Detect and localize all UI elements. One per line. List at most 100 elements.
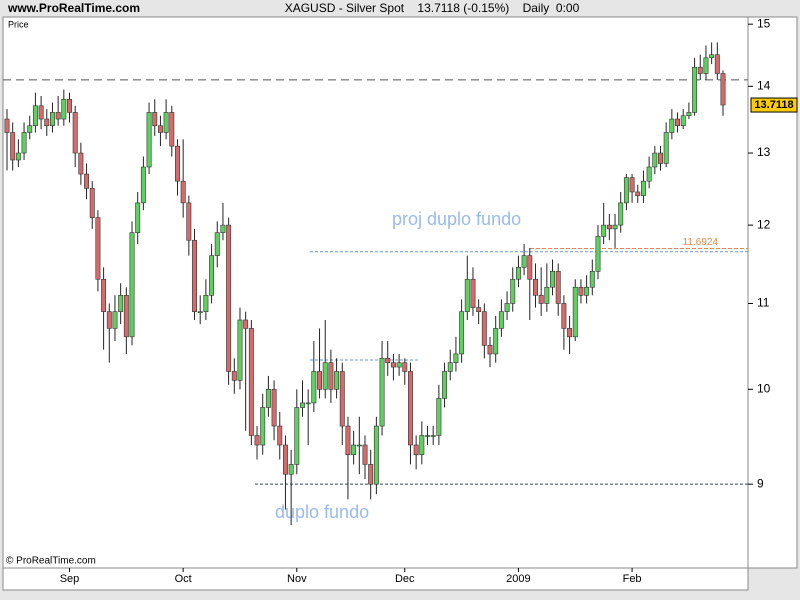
candle-body bbox=[640, 180, 646, 196]
candle-body bbox=[55, 112, 61, 120]
candle-body bbox=[78, 152, 84, 175]
candle-body bbox=[595, 236, 601, 272]
candle-body bbox=[658, 152, 663, 164]
candle-body bbox=[288, 464, 294, 475]
candle-body bbox=[345, 425, 351, 455]
candle-body bbox=[186, 202, 192, 241]
candle-body bbox=[112, 311, 118, 329]
candle-body bbox=[21, 132, 27, 154]
candle-body bbox=[606, 224, 612, 230]
candle-body bbox=[720, 73, 726, 106]
candle-body bbox=[589, 271, 595, 288]
candle-body bbox=[203, 295, 209, 312]
candle-body bbox=[425, 435, 430, 437]
annotation: duplo fundo bbox=[275, 502, 369, 522]
candle-body bbox=[368, 464, 374, 485]
candle-body bbox=[277, 425, 283, 446]
y-tick-label: 14 bbox=[757, 78, 771, 92]
candle-body bbox=[515, 267, 521, 280]
chart-title: XAGUSD - Silver Spot 13.7118 (-0.15%) Da… bbox=[285, 1, 580, 15]
candle-body bbox=[623, 177, 629, 204]
candle-body bbox=[27, 125, 33, 133]
y-axis-label: Price bbox=[8, 19, 29, 29]
candle-body bbox=[214, 232, 220, 256]
candle-body bbox=[464, 278, 470, 312]
candle-body bbox=[10, 132, 16, 161]
candle-body bbox=[118, 295, 124, 312]
candle-body bbox=[248, 328, 254, 436]
candle-body bbox=[220, 224, 226, 233]
x-tick-label: Dec bbox=[395, 573, 415, 585]
candle-body bbox=[453, 353, 459, 363]
candle-body bbox=[612, 224, 618, 230]
x-tick-label: Nov bbox=[287, 573, 307, 585]
candle-body bbox=[271, 388, 277, 427]
candle-body bbox=[265, 388, 271, 408]
candle-body bbox=[396, 362, 402, 368]
candle-body bbox=[169, 112, 175, 147]
candle-body bbox=[413, 444, 419, 455]
candle-body bbox=[521, 255, 527, 268]
candle-body bbox=[652, 152, 658, 168]
candle-body bbox=[351, 444, 357, 455]
candle-body bbox=[618, 202, 624, 226]
candle-body bbox=[282, 444, 288, 475]
candle-body bbox=[442, 371, 448, 399]
reference-label: 11.6924 bbox=[683, 237, 719, 248]
candle-body bbox=[209, 255, 215, 296]
candle-body bbox=[669, 118, 675, 133]
candle-body bbox=[129, 232, 135, 338]
candle-body bbox=[561, 303, 567, 329]
candle-body bbox=[254, 435, 260, 446]
candle-body bbox=[390, 362, 396, 368]
candle-body bbox=[601, 224, 607, 237]
x-tick-label: 2009 bbox=[506, 573, 530, 585]
x-axis-area bbox=[2, 567, 749, 591]
candle-body bbox=[419, 435, 425, 455]
candle-body bbox=[379, 358, 385, 427]
candle-body bbox=[538, 295, 544, 304]
candle-body bbox=[300, 402, 305, 408]
x-tick-label: Sep bbox=[60, 573, 80, 585]
candle-body bbox=[459, 311, 465, 355]
last-price-box bbox=[750, 97, 798, 113]
candle-body bbox=[294, 407, 300, 465]
y-tick-label: 9 bbox=[757, 476, 764, 490]
candle-body bbox=[152, 112, 158, 127]
candle-body bbox=[317, 371, 322, 390]
candle-body bbox=[470, 278, 476, 308]
candle-body bbox=[32, 105, 38, 127]
candle-body bbox=[533, 278, 538, 296]
candle-body bbox=[50, 112, 55, 127]
candle-body bbox=[430, 435, 436, 437]
y-tick-label: 10 bbox=[757, 381, 771, 395]
candle-body bbox=[692, 66, 698, 113]
candle-body bbox=[572, 286, 578, 338]
candle-body bbox=[408, 371, 413, 446]
x-tick-label: Oct bbox=[175, 573, 192, 585]
candle-body bbox=[106, 311, 112, 329]
candle-body bbox=[328, 362, 334, 390]
candle-body bbox=[157, 125, 163, 133]
y-tick-label: 11 bbox=[757, 296, 770, 310]
candle-body bbox=[663, 132, 669, 164]
y-tick-label: 13 bbox=[757, 145, 771, 159]
candle-body bbox=[476, 307, 482, 312]
plot-area bbox=[2, 16, 749, 569]
candle-body bbox=[714, 54, 720, 74]
candle-body bbox=[697, 66, 703, 74]
candle-body bbox=[95, 217, 101, 280]
candle-body bbox=[180, 180, 186, 204]
candle-body bbox=[231, 371, 237, 381]
candle-body bbox=[709, 54, 715, 59]
x-tick-label: Feb bbox=[623, 573, 642, 585]
candle-body bbox=[175, 145, 180, 182]
candle-body bbox=[67, 98, 72, 113]
candle-body bbox=[197, 311, 203, 313]
candle-body bbox=[481, 311, 487, 346]
candle-body bbox=[72, 112, 78, 154]
candle-body bbox=[237, 319, 243, 381]
candle-body bbox=[675, 118, 680, 127]
candle-body bbox=[84, 173, 90, 189]
